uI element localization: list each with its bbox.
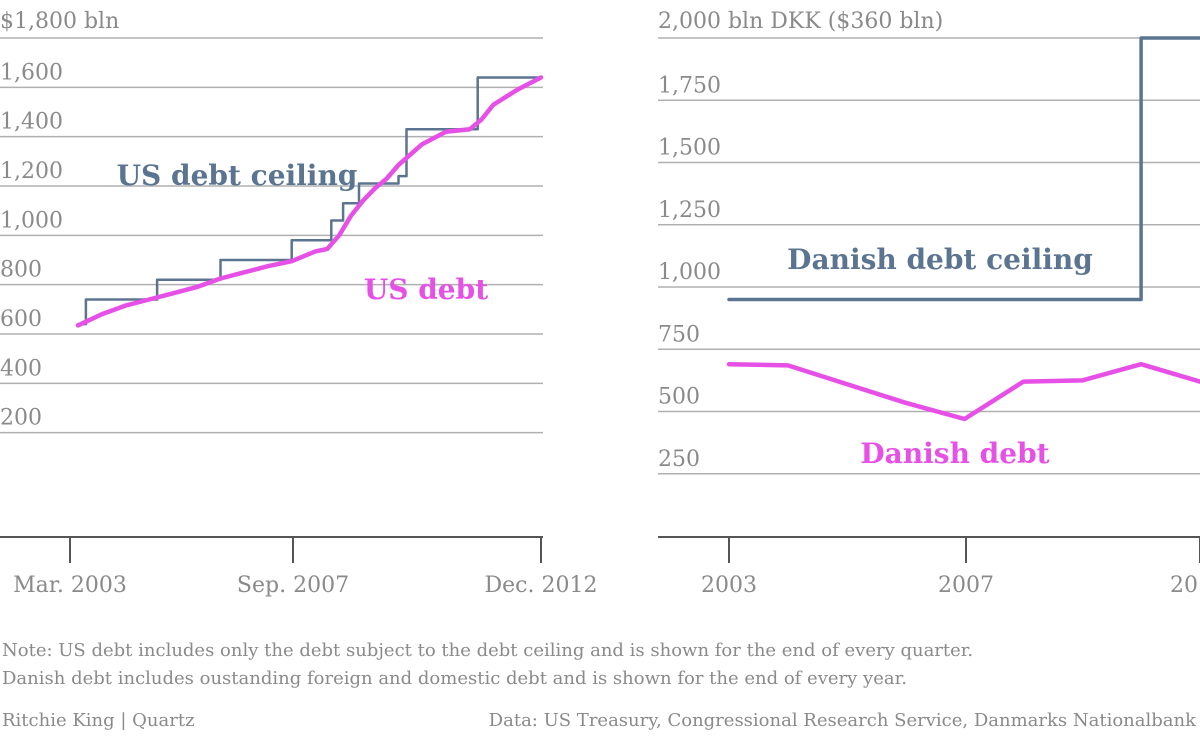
- us-y-tick-label: 800: [0, 258, 42, 283]
- us-x-tick-label: Dec. 2012: [485, 573, 598, 598]
- us-y-tick-label: 400: [0, 356, 42, 381]
- footer-note-line-1: Note: US debt includes only the debt sub…: [2, 640, 974, 661]
- danish-chart-series: [726, 36, 1200, 422]
- danish-y-tick-label: 500: [658, 385, 700, 410]
- danish-x-tick-label: 2003: [701, 573, 757, 598]
- danish-y-tick-label: 1,250: [658, 198, 721, 223]
- us-y-tick-label: 1,600: [0, 60, 63, 85]
- danish-y-tick-label: 750: [658, 322, 700, 347]
- us-x-tick-label: Sep. 2007: [237, 573, 349, 598]
- danish-x-tick-label: 2011: [1170, 573, 1200, 598]
- danish-debt-chart: 250 500 750 1,000 1,250 1,500 1,750 2,000 bln …: [658, 9, 1200, 598]
- us-debt-chart: 200 400 600 800 1,000 1,200 1,400 1,600 $1,800 …: [0, 9, 597, 598]
- footer-credit: Ritchie King | Quartz: [2, 710, 195, 731]
- us-chart-y-unit-label: $1,800 bln: [0, 9, 119, 34]
- us-y-tick-label: 200: [0, 406, 42, 431]
- us-y-tick-label: 600: [0, 307, 42, 332]
- danish-y-tick-label: 250: [658, 447, 700, 472]
- us-chart-y-ticks: 200 400 600 800 1,000 1,200 1,400 1,600: [0, 60, 63, 430]
- footer-source: Data: US Treasury, Congressional Researc…: [488, 710, 1196, 731]
- danish-y-tick-label: 1,750: [658, 73, 721, 98]
- us-debt-ceiling-label: US debt ceiling: [117, 159, 358, 192]
- danish-debt-label: Danish debt: [860, 437, 1049, 470]
- danish-debt-line: [726, 361, 1200, 422]
- us-y-tick-label: 1,000: [0, 208, 63, 233]
- us-y-tick-label: 1,200: [0, 159, 63, 184]
- danish-chart-y-unit-label: 2,000 bln DKK ($360 bln): [658, 9, 943, 34]
- danish-y-tick-label: 1,000: [658, 260, 721, 285]
- danish-debt-ceiling-label: Danish debt ceiling: [787, 243, 1093, 276]
- us-chart-x-axis: Mar. 2003 Sep. 2007 Dec. 2012: [0, 536, 598, 598]
- danish-chart-y-ticks: 250 500 750 1,000 1,250 1,500 1,750: [658, 73, 721, 472]
- danish-chart-x-axis: 2003 2007 2011: [658, 536, 1200, 598]
- danish-y-tick-label: 1,500: [658, 136, 721, 161]
- danish-debt-ceiling-line: [727, 36, 1200, 302]
- us-debt-ceiling-line: [76, 76, 543, 326]
- us-chart-series: [75, 75, 544, 328]
- us-chart-gridlines: [0, 37, 543, 434]
- us-x-tick-label: Mar. 2003: [13, 573, 127, 598]
- us-y-tick-label: 1,400: [0, 110, 63, 135]
- us-debt-label: US debt: [364, 273, 488, 306]
- danish-x-tick-label: 2007: [938, 573, 994, 598]
- us-debt-line: [75, 75, 544, 328]
- footer-note-line-2: Danish debt includes oustanding foreign …: [2, 668, 907, 689]
